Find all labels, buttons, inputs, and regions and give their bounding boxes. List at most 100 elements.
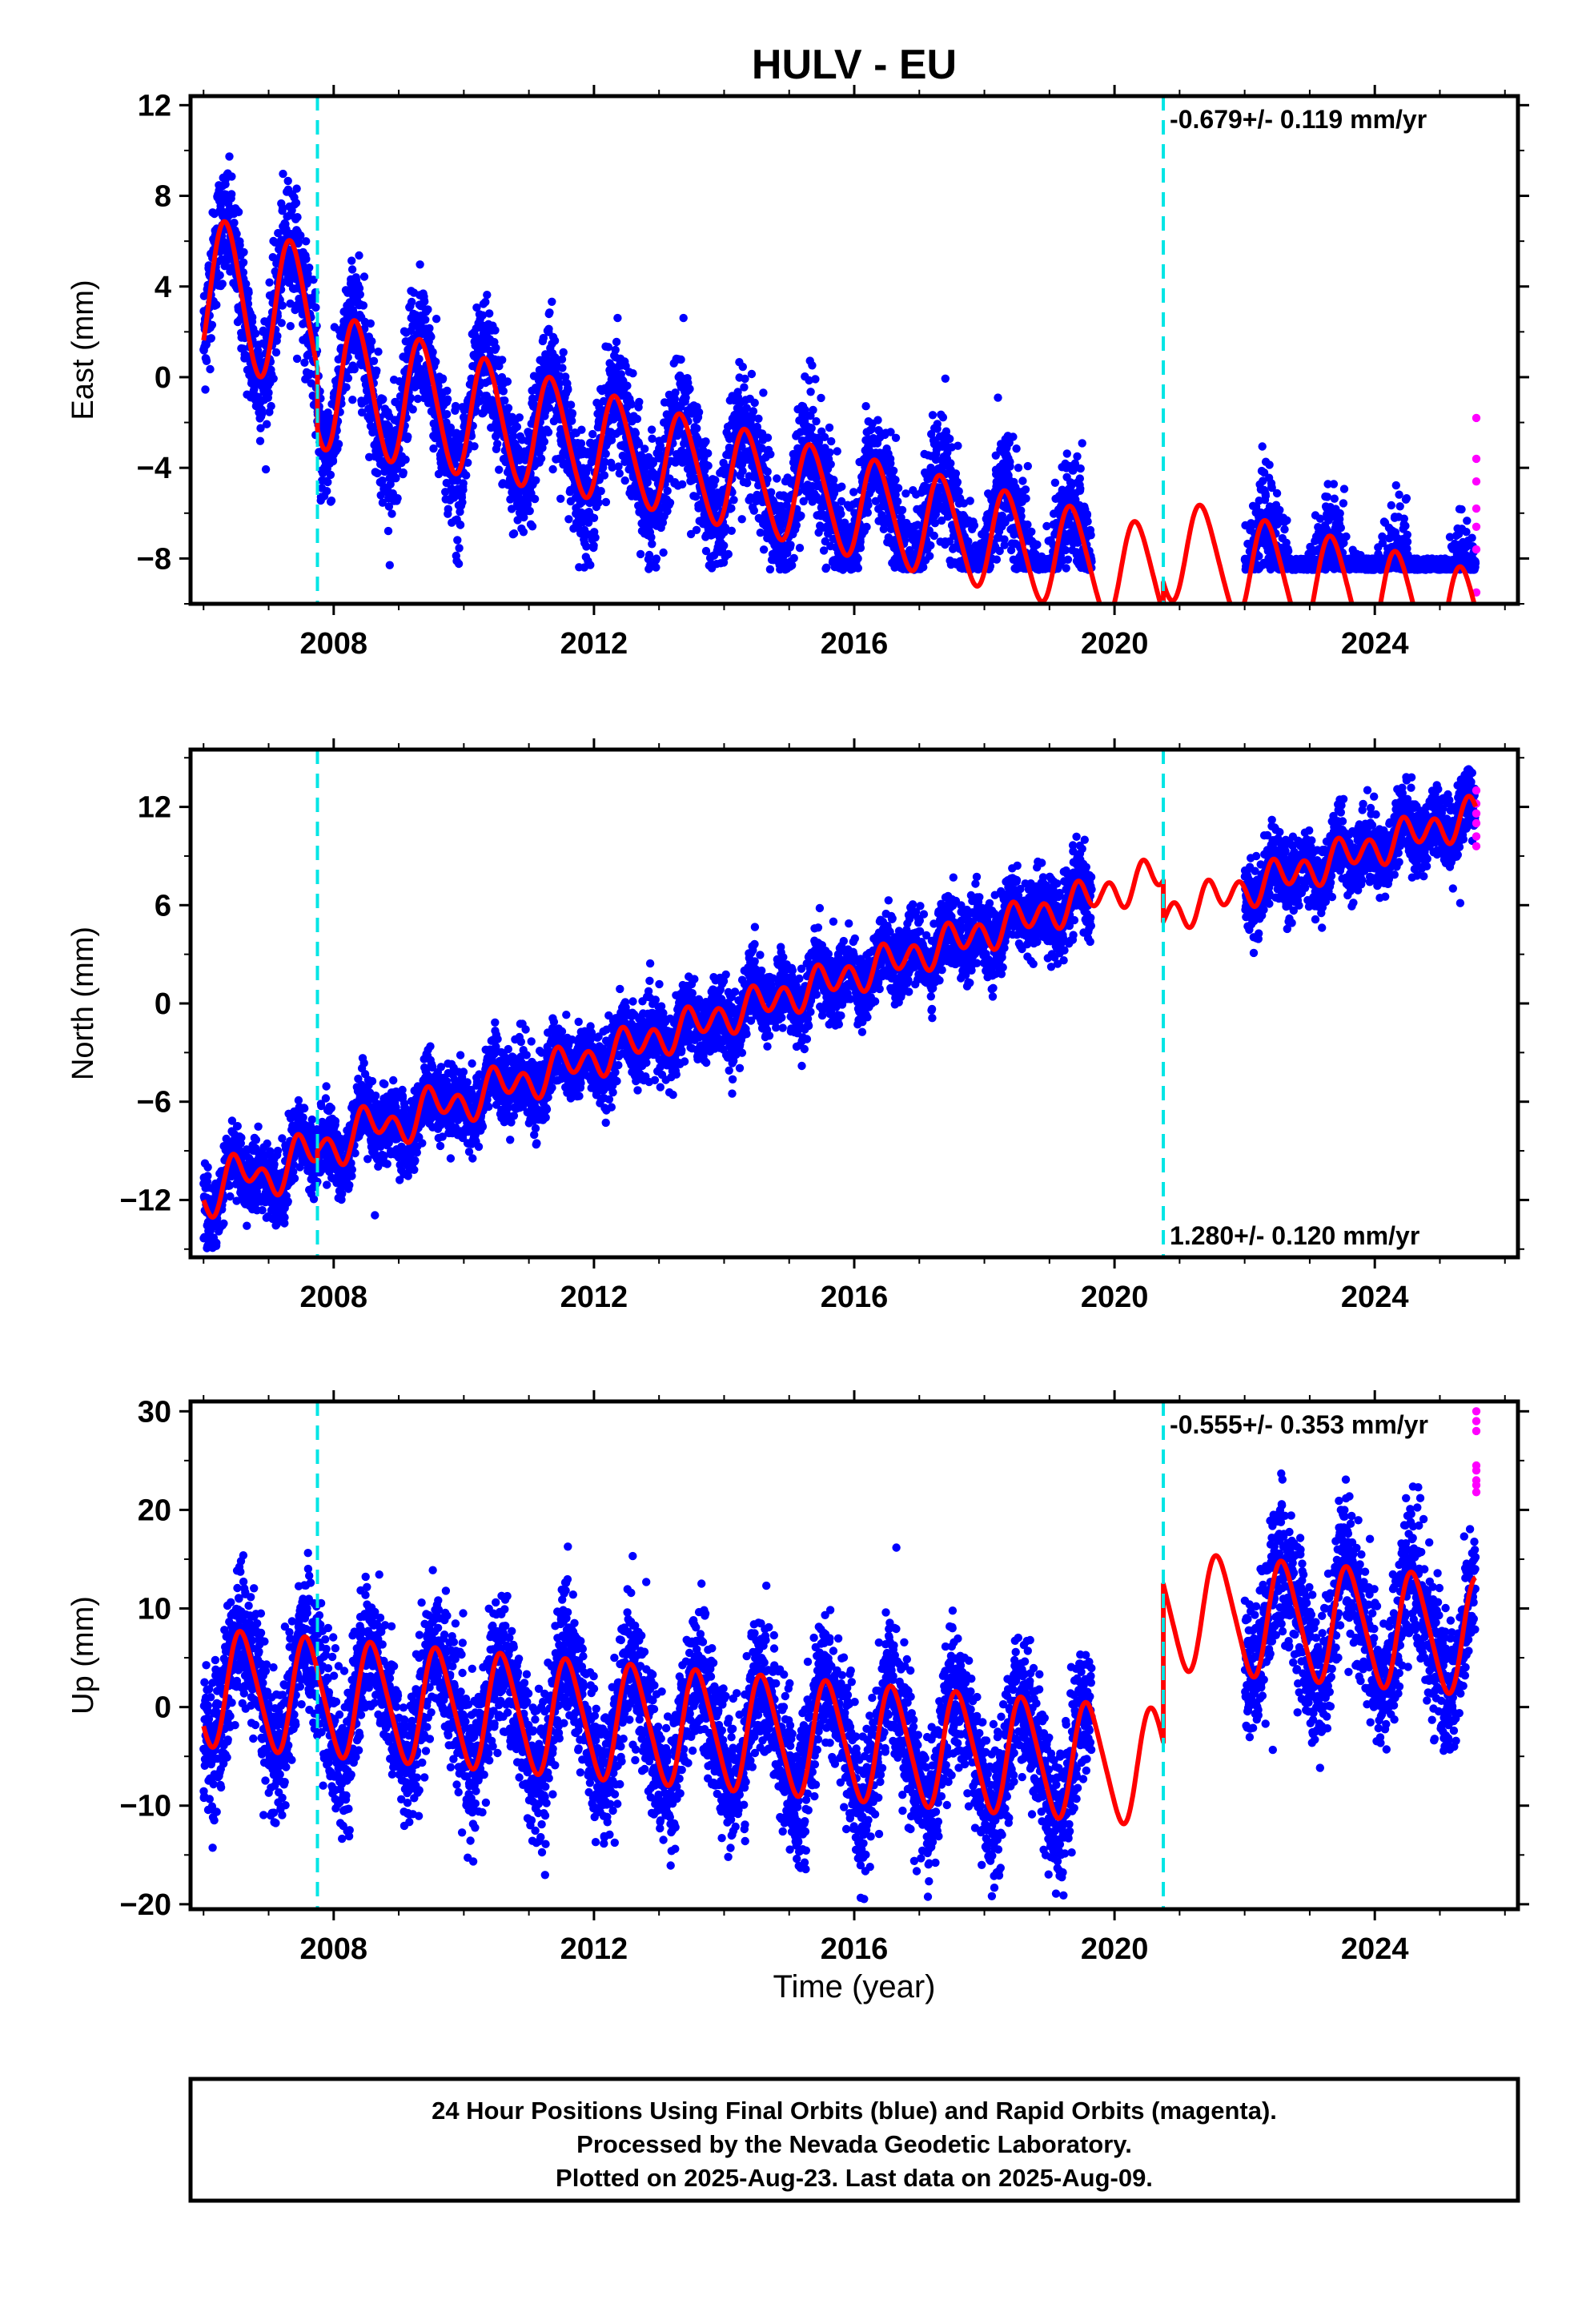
final-orbit-point: [427, 332, 436, 341]
final-orbit-point: [232, 229, 241, 239]
final-orbit-point: [559, 348, 568, 357]
final-orbit-point: [566, 400, 576, 409]
final-orbit-point: [632, 414, 642, 424]
final-orbit-point: [620, 476, 629, 485]
final-orbit-point: [889, 466, 898, 475]
final-orbit-point: [470, 442, 479, 451]
final-orbit-point: [263, 420, 271, 428]
final-orbit-point: [1027, 527, 1036, 537]
final-orbit-point: [225, 152, 234, 161]
final-orbit-point: [588, 429, 597, 439]
final-orbit-point: [829, 476, 838, 485]
final-orbit-point: [550, 336, 560, 345]
final-orbit-point: [498, 356, 507, 364]
final-orbit-point: [372, 366, 381, 375]
final-orbit-point: [966, 497, 974, 505]
final-orbit-point: [1083, 517, 1092, 526]
final-orbit-point: [504, 404, 513, 412]
final-orbit-point: [749, 506, 758, 515]
final-orbit-point: [601, 497, 611, 507]
final-orbit-point: [636, 549, 645, 559]
final-orbit-point: [215, 271, 224, 279]
final-orbit-point: [481, 297, 490, 307]
final-orbit-point: [849, 488, 858, 497]
final-orbit-point: [582, 542, 591, 551]
final-orbit-point: [613, 313, 622, 323]
final-orbit-point: [1050, 478, 1060, 487]
final-orbit-point: [374, 348, 383, 356]
final-orbit-point: [454, 559, 464, 569]
final-orbit-point: [749, 407, 758, 416]
final-orbit-point: [244, 288, 253, 297]
final-orbit-point: [227, 172, 236, 181]
final-orbit-point: [269, 374, 278, 383]
final-orbit-point: [366, 319, 375, 328]
final-orbit-point: [640, 444, 649, 453]
final-orbit-point: [941, 374, 950, 383]
final-orbit-point: [323, 477, 332, 487]
final-orbit-point: [432, 315, 441, 324]
final-orbit-point: [992, 555, 1002, 564]
final-orbit-point: [311, 303, 320, 312]
final-orbit-point: [611, 345, 620, 355]
final-orbit-point: [953, 477, 962, 487]
final-orbit-point: [897, 505, 907, 515]
final-orbit-point: [576, 439, 586, 448]
final-orbit-point: [328, 456, 338, 466]
final-orbit-point: [594, 498, 603, 507]
final-orbit-point: [347, 265, 357, 274]
final-orbit-point: [1075, 474, 1085, 483]
final-orbit-point: [704, 461, 713, 470]
final-orbit-point: [926, 552, 934, 561]
final-orbit-point: [367, 337, 376, 346]
final-orbit-point: [893, 497, 902, 506]
final-orbit-point: [556, 494, 565, 503]
final-orbit-point: [509, 529, 519, 538]
final-orbit-point: [928, 411, 938, 420]
final-orbit-point: [415, 355, 424, 364]
final-orbit-point: [727, 526, 736, 535]
final-orbit-point: [893, 484, 903, 493]
final-orbit-point: [355, 290, 364, 299]
final-orbit-point: [766, 450, 775, 459]
final-orbit-point: [387, 509, 396, 518]
final-orbit-point: [591, 533, 600, 542]
final-orbit-point: [428, 348, 437, 356]
final-orbit-point: [207, 320, 217, 329]
final-orbit-point: [1023, 520, 1032, 529]
final-orbit-point: [564, 515, 573, 524]
final-orbit-point: [817, 393, 825, 403]
final-orbit-point: [302, 237, 311, 246]
final-orbit-point: [1023, 461, 1033, 471]
final-orbit-point: [724, 549, 733, 559]
final-orbit-point: [827, 436, 836, 446]
final-orbit-point: [596, 487, 605, 496]
final-orbit-point: [416, 260, 424, 269]
final-orbit-point: [837, 482, 846, 491]
final-orbit-point: [812, 416, 821, 426]
final-orbit-point: [685, 384, 694, 393]
final-orbit-point: [970, 521, 979, 530]
final-orbit-point: [615, 469, 624, 478]
final-orbit-point: [424, 305, 432, 314]
final-orbit-point: [293, 213, 302, 222]
final-orbit-point: [765, 565, 775, 574]
final-orbit-point: [1086, 531, 1095, 540]
final-orbit-point: [811, 375, 820, 384]
final-orbit-point: [493, 440, 502, 448]
final-orbit-point: [808, 361, 817, 370]
final-orbit-point: [837, 509, 845, 518]
final-orbit-point: [456, 521, 465, 529]
final-orbit-point: [201, 385, 210, 394]
final-orbit-point: [393, 494, 402, 503]
figure-title: HULV - EU: [752, 42, 957, 88]
final-orbit-point: [278, 203, 287, 213]
final-orbit-point: [261, 464, 271, 474]
final-orbit-point: [239, 247, 248, 257]
final-orbit-point: [627, 400, 636, 409]
final-orbit-point: [786, 541, 795, 549]
final-orbit-point: [564, 385, 572, 394]
final-orbit-point: [951, 469, 961, 478]
final-orbit-point: [720, 541, 729, 550]
